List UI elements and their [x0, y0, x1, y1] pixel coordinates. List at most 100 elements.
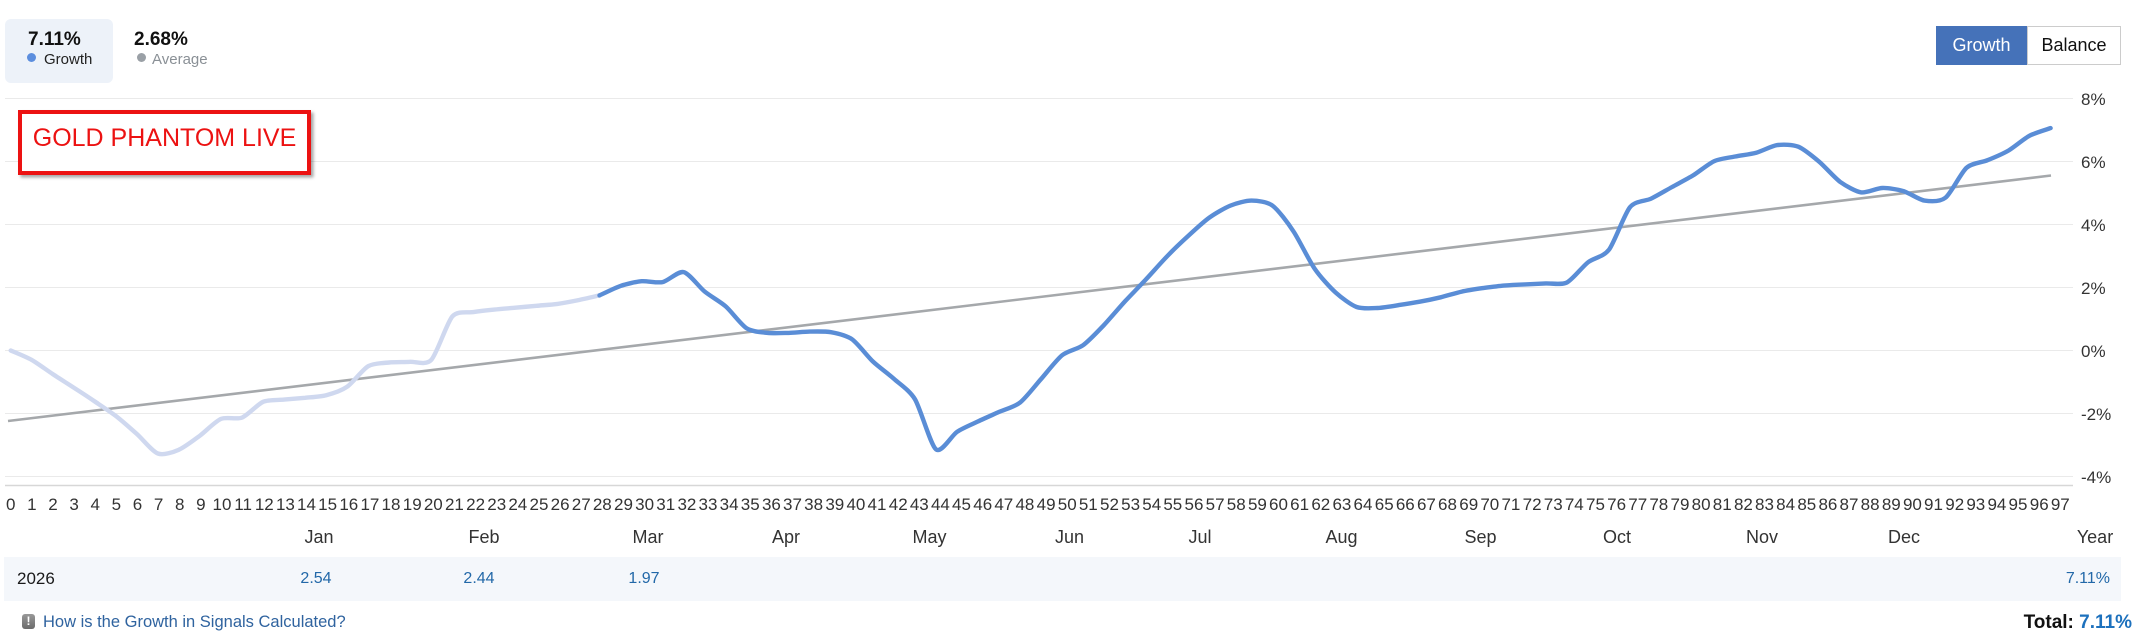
svg-text:0%: 0%	[2081, 342, 2106, 361]
svg-text:62: 62	[1311, 495, 1330, 514]
svg-text:Dec: Dec	[1888, 527, 1920, 547]
svg-text:11: 11	[234, 495, 252, 514]
svg-text:7: 7	[154, 495, 163, 514]
svg-text:71: 71	[1501, 495, 1520, 514]
svg-text:28: 28	[593, 495, 612, 514]
svg-text:97: 97	[2051, 495, 2070, 514]
svg-text:16: 16	[339, 495, 358, 514]
svg-text:95: 95	[2009, 495, 2028, 514]
svg-text:9: 9	[196, 495, 205, 514]
svg-text:41: 41	[868, 495, 887, 514]
svg-text:Feb: Feb	[468, 527, 499, 547]
svg-text:May: May	[912, 527, 946, 547]
svg-text:20: 20	[424, 495, 443, 514]
svg-text:93: 93	[1966, 495, 1985, 514]
svg-text:75: 75	[1586, 495, 1605, 514]
svg-text:5: 5	[112, 495, 121, 514]
svg-text:59: 59	[1248, 495, 1267, 514]
svg-text:3: 3	[69, 495, 78, 514]
svg-text:81: 81	[1713, 495, 1732, 514]
svg-text:8%: 8%	[2081, 90, 2106, 109]
svg-text:-4%: -4%	[2081, 468, 2111, 487]
svg-text:46: 46	[973, 495, 992, 514]
svg-text:15: 15	[318, 495, 337, 514]
svg-text:85: 85	[1797, 495, 1816, 514]
svg-text:91: 91	[1924, 495, 1943, 514]
svg-text:68: 68	[1438, 495, 1457, 514]
svg-text:84: 84	[1776, 495, 1795, 514]
svg-text:4: 4	[90, 495, 99, 514]
svg-text:58: 58	[1227, 495, 1246, 514]
svg-text:26: 26	[551, 495, 570, 514]
svg-text:22: 22	[466, 495, 485, 514]
svg-text:82: 82	[1734, 495, 1753, 514]
svg-text:94: 94	[1987, 495, 2006, 514]
svg-text:51: 51	[1079, 495, 1098, 514]
svg-text:77: 77	[1628, 495, 1647, 514]
svg-text:78: 78	[1649, 495, 1668, 514]
svg-text:69: 69	[1459, 495, 1478, 514]
svg-text:80: 80	[1692, 495, 1711, 514]
svg-text:12: 12	[255, 495, 274, 514]
svg-text:61: 61	[1290, 495, 1309, 514]
svg-text:73: 73	[1544, 495, 1563, 514]
svg-text:27: 27	[572, 495, 591, 514]
svg-text:50: 50	[1058, 495, 1077, 514]
svg-text:96: 96	[2030, 495, 2049, 514]
svg-text:90: 90	[1903, 495, 1922, 514]
svg-text:21: 21	[445, 495, 464, 514]
svg-text:83: 83	[1755, 495, 1774, 514]
svg-text:47: 47	[994, 495, 1013, 514]
svg-text:14: 14	[297, 495, 316, 514]
svg-text:67: 67	[1417, 495, 1436, 514]
svg-text:45: 45	[952, 495, 971, 514]
svg-text:63: 63	[1332, 495, 1351, 514]
svg-text:Jun: Jun	[1055, 527, 1084, 547]
svg-text:33: 33	[699, 495, 718, 514]
svg-text:32: 32	[677, 495, 696, 514]
svg-text:24: 24	[508, 495, 527, 514]
svg-text:1: 1	[27, 495, 36, 514]
svg-text:35: 35	[741, 495, 760, 514]
svg-text:Year: Year	[2077, 527, 2113, 547]
svg-text:49: 49	[1037, 495, 1056, 514]
svg-text:40: 40	[846, 495, 865, 514]
svg-text:56: 56	[1185, 495, 1204, 514]
svg-text:57: 57	[1206, 495, 1225, 514]
svg-text:Jan: Jan	[304, 527, 333, 547]
svg-text:39: 39	[825, 495, 844, 514]
svg-text:88: 88	[1861, 495, 1880, 514]
svg-text:4%: 4%	[2081, 216, 2106, 235]
svg-text:6: 6	[133, 495, 142, 514]
svg-text:65: 65	[1375, 495, 1394, 514]
svg-text:19: 19	[403, 495, 422, 514]
svg-text:92: 92	[1945, 495, 1964, 514]
svg-text:18: 18	[382, 495, 401, 514]
svg-text:79: 79	[1671, 495, 1690, 514]
svg-text:Aug: Aug	[1325, 527, 1357, 547]
svg-text:60: 60	[1269, 495, 1288, 514]
svg-text:Nov: Nov	[1746, 527, 1778, 547]
svg-text:Jul: Jul	[1188, 527, 1211, 547]
svg-text:54: 54	[1142, 495, 1161, 514]
svg-text:Mar: Mar	[633, 527, 664, 547]
svg-text:13: 13	[276, 495, 295, 514]
svg-text:36: 36	[762, 495, 781, 514]
svg-text:52: 52	[1100, 495, 1119, 514]
svg-text:0: 0	[6, 495, 15, 514]
svg-text:87: 87	[1840, 495, 1859, 514]
svg-text:Sep: Sep	[1464, 527, 1496, 547]
svg-text:53: 53	[1121, 495, 1140, 514]
svg-text:2: 2	[48, 495, 57, 514]
svg-text:48: 48	[1015, 495, 1034, 514]
svg-text:55: 55	[1163, 495, 1182, 514]
svg-text:6%: 6%	[2081, 153, 2106, 172]
svg-text:42: 42	[889, 495, 908, 514]
svg-text:-2%: -2%	[2081, 405, 2111, 424]
svg-text:10: 10	[213, 495, 232, 514]
svg-text:37: 37	[783, 495, 802, 514]
svg-text:89: 89	[1882, 495, 1901, 514]
svg-text:8: 8	[175, 495, 184, 514]
svg-text:31: 31	[656, 495, 675, 514]
svg-text:34: 34	[720, 495, 739, 514]
